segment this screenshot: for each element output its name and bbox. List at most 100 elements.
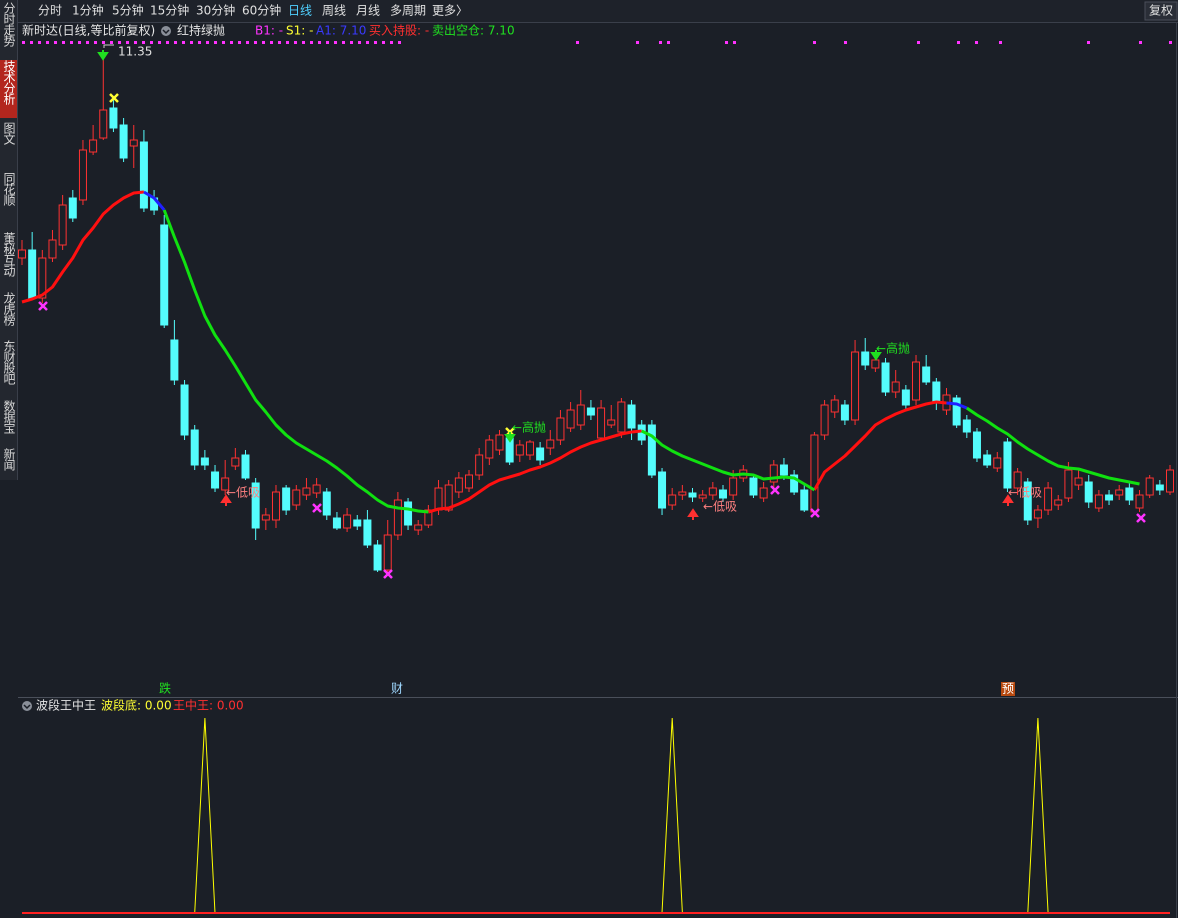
candle-body <box>881 362 890 393</box>
trend-segment <box>143 190 968 410</box>
candle-body <box>1064 469 1073 499</box>
event-label[interactable]: 财 <box>391 682 403 696</box>
high-sell-label: ←高抛 <box>876 341 910 356</box>
candle-body <box>698 494 707 499</box>
indicator-legend: 王中王: 0.00 <box>173 698 244 713</box>
candle-body <box>1084 481 1093 503</box>
candle-body <box>932 381 941 403</box>
candle-body <box>1094 494 1103 509</box>
event-bg <box>1001 682 1015 696</box>
candle-body <box>261 514 270 521</box>
candle-body <box>1145 477 1154 496</box>
candle-body <box>99 109 108 139</box>
candle-body <box>1105 494 1114 501</box>
period-tab[interactable]: 周线 <box>322 4 346 18</box>
high-sell-label: ←高抛 <box>512 420 546 435</box>
trend-line <box>21 190 1140 514</box>
indicator-name: 红持绿抛 <box>177 23 225 38</box>
legend-buy: 买入持股: - <box>369 23 429 38</box>
candle-body <box>830 399 839 413</box>
period-tab[interactable]: 60分钟 <box>242 3 281 18</box>
candle-body <box>962 419 971 433</box>
candle-body <box>800 489 809 511</box>
fq-button[interactable]: 复权 <box>1149 4 1173 18</box>
side-tab[interactable]: 同花顺10 <box>2 172 16 205</box>
signal-dots <box>576 41 1172 44</box>
period-tab[interactable]: 15分钟 <box>150 3 189 18</box>
trend-segment <box>21 190 947 514</box>
candle-body <box>414 524 423 531</box>
candle-body <box>211 471 220 489</box>
legend-b1: B1: - <box>255 24 283 38</box>
candle-body <box>251 482 260 529</box>
candle-body <box>1044 487 1053 511</box>
high-label: 11.35 <box>118 45 152 59</box>
candle-body <box>454 477 463 493</box>
candle-body <box>1033 509 1042 519</box>
candle-body <box>58 204 67 246</box>
candle-body <box>627 404 636 429</box>
period-tab[interactable]: 30分钟 <box>196 3 235 18</box>
candle-body <box>810 434 819 513</box>
side-tab[interactable]: 龙虎榜 <box>2 292 16 325</box>
candle-body <box>444 484 453 511</box>
candle-body <box>749 477 758 496</box>
side-tab[interactable]: 技术分析 <box>0 60 17 118</box>
side-tab[interactable]: 数据宝 <box>2 400 16 433</box>
candle-body <box>983 454 992 466</box>
indicator-legend: 波段底: 0.00 <box>101 698 172 713</box>
indicator-icon[interactable] <box>161 26 171 36</box>
candle-body <box>556 417 565 441</box>
icon-chevron <box>23 704 31 710</box>
side-tab[interactable]: 图文10 <box>2 122 16 144</box>
arrows <box>97 44 1014 520</box>
period-tab[interactable]: 多周期 <box>390 4 426 18</box>
candle-body <box>231 457 240 467</box>
candle-body <box>302 487 311 496</box>
candle-body <box>383 534 392 571</box>
period-tab[interactable]: 日线 <box>288 4 312 18</box>
candle-body <box>332 517 341 529</box>
side-tab[interactable]: 董秘互动 <box>2 232 16 276</box>
period-tab[interactable]: 月线 <box>356 4 380 18</box>
event-label[interactable]: 预 <box>1002 682 1014 696</box>
icon-chevron <box>162 29 170 35</box>
legend-sell: 卖出空仓: 7.10 <box>432 24 515 38</box>
side-tab[interactable]: 东财股吧 <box>2 340 16 384</box>
candle-body <box>1135 494 1144 509</box>
candle-body <box>282 487 291 511</box>
period-tab[interactable]: 1分钟 <box>72 3 104 18</box>
candle-body <box>241 454 250 479</box>
candle-body <box>1003 441 1012 489</box>
candle-body <box>200 457 209 466</box>
period-tab[interactable]: 分时 <box>38 4 62 18</box>
candle-body <box>586 407 595 416</box>
candles <box>18 52 1174 575</box>
side-tab[interactable]: 分时走势 <box>2 2 16 46</box>
candle-body <box>221 477 230 491</box>
candle-body <box>160 224 169 326</box>
indicator-icon[interactable] <box>22 701 32 711</box>
candle-body <box>424 509 433 526</box>
low-buy-label: ←低吸 <box>226 486 260 500</box>
candle-body <box>1115 489 1124 496</box>
candle-body <box>404 501 413 526</box>
candle-body <box>475 454 484 476</box>
candle-body <box>576 404 585 426</box>
candle-body <box>343 514 352 529</box>
event-label[interactable]: 跌 <box>159 681 171 696</box>
side-tab[interactable]: 新闻 <box>2 448 16 470</box>
toolbar <box>18 0 1178 22</box>
indicator-title: 波段王中王 <box>36 698 96 713</box>
fq-button-bg[interactable] <box>1144 1 1178 21</box>
candle-body <box>68 197 77 219</box>
candle-body <box>28 249 37 299</box>
candle-body <box>607 419 616 426</box>
candle-body <box>18 249 26 259</box>
period-tab[interactable]: 5分钟 <box>112 3 144 18</box>
candle-body <box>790 474 799 493</box>
candle-body <box>89 139 98 153</box>
period-tab[interactable]: 更多〉 <box>432 4 468 18</box>
candle-body <box>617 401 626 433</box>
